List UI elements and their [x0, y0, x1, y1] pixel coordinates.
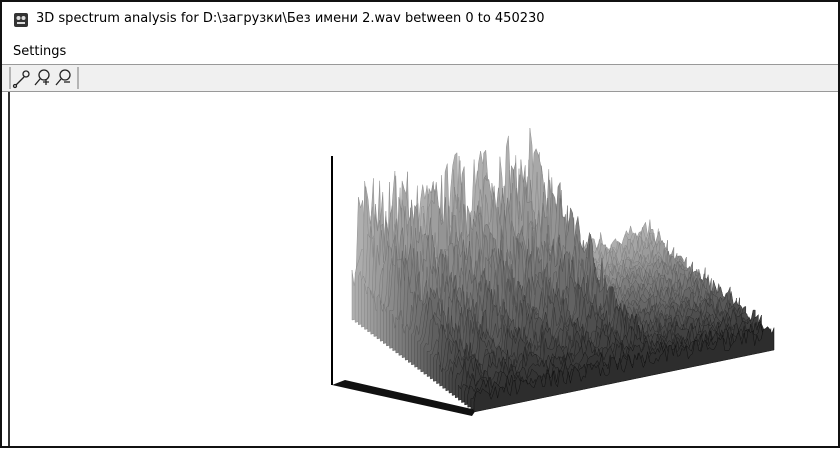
menu-bar: Settings — [2, 40, 838, 62]
zoom-in-button[interactable] — [35, 70, 49, 85]
app-window: 3D spectrum analysis for D:\загрузки\Без… — [0, 0, 840, 448]
spectrum-3d — [10, 92, 838, 446]
zoom-out-button[interactable] — [56, 70, 70, 85]
app-icon — [13, 12, 29, 28]
title-bar: 3D spectrum analysis for D:\загрузки\Без… — [2, 2, 838, 38]
window-title: 3D spectrum analysis for D:\загрузки\Без… — [36, 11, 545, 26]
settings-button[interactable] — [14, 71, 30, 88]
menu-item[interactable]: Settings — [13, 44, 66, 59]
toolbar — [2, 64, 838, 92]
plot-area — [8, 92, 838, 446]
toolbar-icons — [2, 65, 92, 91]
